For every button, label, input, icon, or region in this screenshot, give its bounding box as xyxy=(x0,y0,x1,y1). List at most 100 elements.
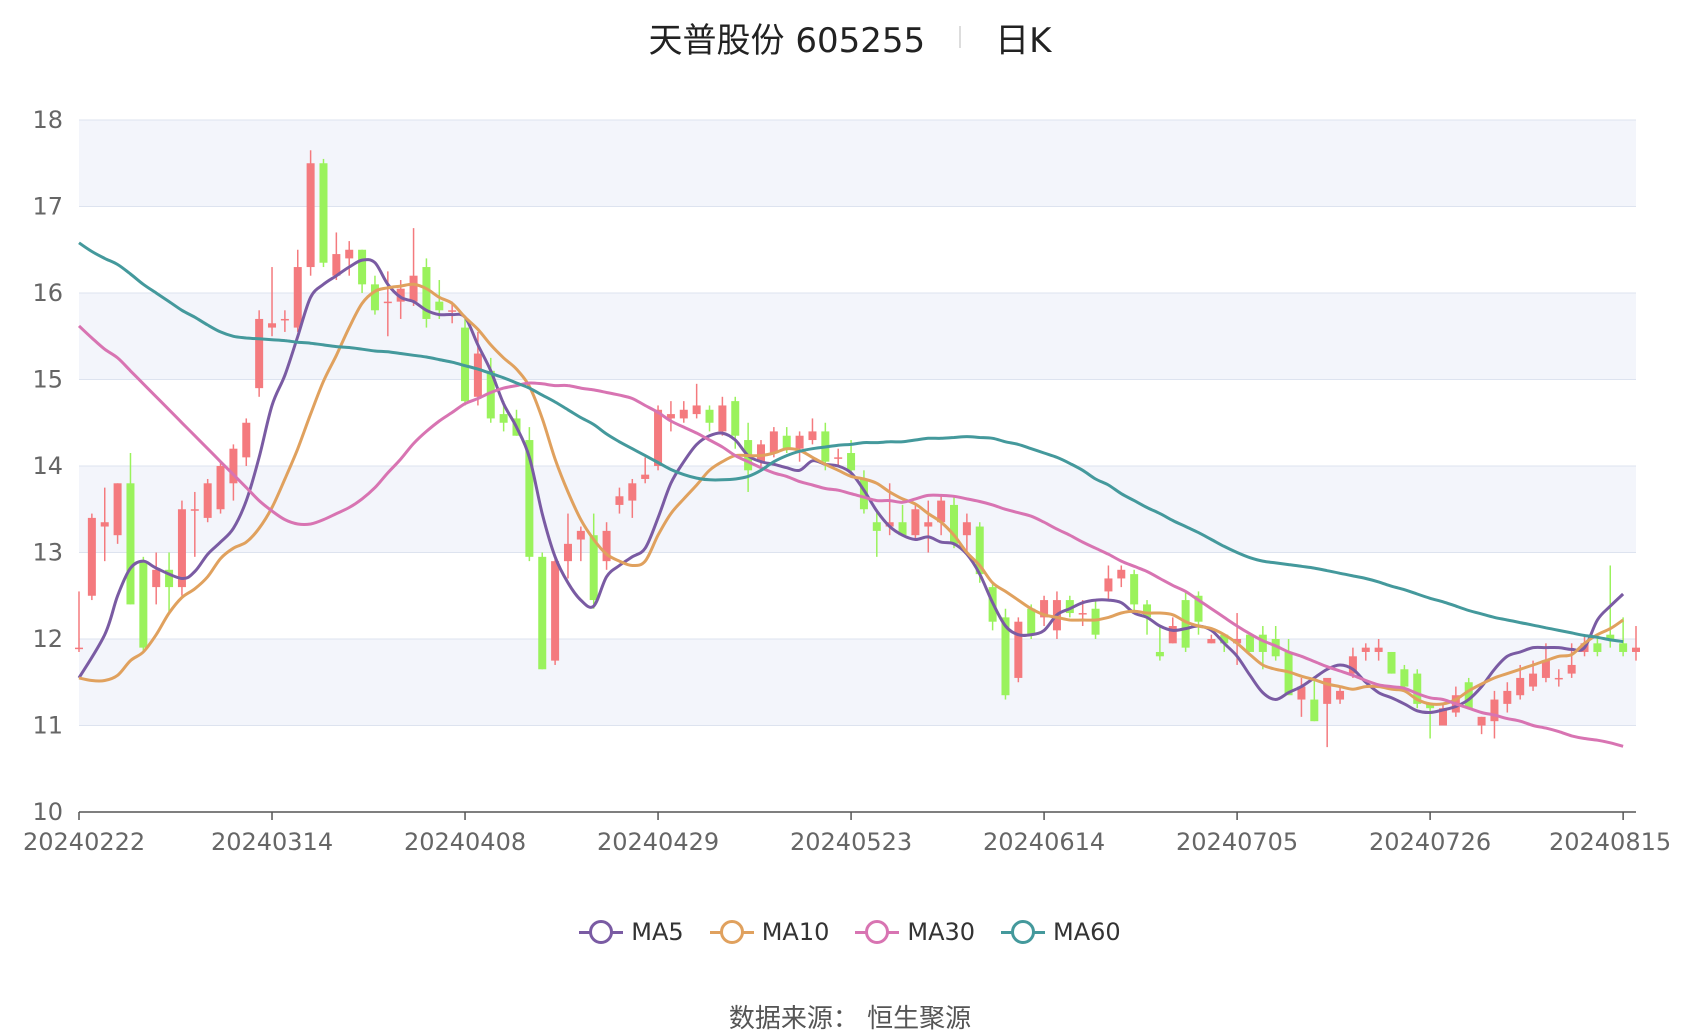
candle-body xyxy=(1258,634,1267,652)
legend-marker xyxy=(709,920,754,944)
candle-body xyxy=(834,457,843,459)
x-tick-label: 20240222 xyxy=(23,828,145,856)
candle-body xyxy=(666,414,675,419)
ma-lines xyxy=(77,241,1625,748)
x-tick-label: 20240614 xyxy=(983,828,1105,856)
candle-body xyxy=(911,509,920,536)
y-tick-label: 14 xyxy=(32,452,63,480)
candle-body xyxy=(975,526,984,575)
candle-body xyxy=(1323,677,1332,704)
candle-body xyxy=(563,543,572,562)
candle-body xyxy=(538,556,547,670)
candle-body xyxy=(409,275,418,302)
y-tick-label: 13 xyxy=(32,539,63,567)
candle-body xyxy=(1297,686,1306,700)
candle-body xyxy=(203,483,212,518)
candle-body xyxy=(370,284,379,311)
legend-item-ma30[interactable]: MA30 xyxy=(855,918,975,946)
legend-marker xyxy=(855,920,900,944)
candle-body xyxy=(306,163,315,268)
legend-item-ma60[interactable]: MA60 xyxy=(1001,918,1121,946)
candle-body xyxy=(1014,621,1023,678)
x-tick-label: 20240523 xyxy=(790,828,912,856)
candle-body xyxy=(448,310,457,312)
candle-body xyxy=(87,517,96,596)
candle-body xyxy=(1284,651,1293,696)
band xyxy=(79,293,1636,380)
candle-body xyxy=(718,405,727,432)
candle-body xyxy=(654,409,663,466)
candle-body xyxy=(152,569,161,588)
candle-body xyxy=(126,483,135,605)
legend-label: MA30 xyxy=(907,918,976,946)
candle-body xyxy=(731,401,740,436)
candle-body xyxy=(165,569,174,588)
candle-body xyxy=(113,483,122,536)
candle-body xyxy=(190,509,199,511)
candle-body xyxy=(396,288,405,302)
candle-body xyxy=(551,561,560,661)
y-tick-label: 17 xyxy=(32,193,63,221)
band xyxy=(79,120,1636,207)
candle-body xyxy=(1040,600,1049,618)
candle-body xyxy=(1155,651,1164,657)
candle-body xyxy=(1336,690,1345,700)
candle-body xyxy=(872,522,881,531)
candle-body xyxy=(525,440,534,557)
candle-body xyxy=(1078,613,1087,615)
candle-body xyxy=(345,249,354,259)
candle-body xyxy=(486,370,495,419)
grid-lines xyxy=(79,119,1636,726)
x-tick-label: 20240408 xyxy=(404,828,526,856)
candle-body xyxy=(1194,595,1203,622)
candle-body xyxy=(898,522,907,536)
title-row: 天普股份 605255 日K xyxy=(0,8,1700,66)
candle-body xyxy=(808,431,817,441)
candle-body xyxy=(1593,643,1602,652)
candle-body xyxy=(937,500,946,523)
candle-body xyxy=(1143,604,1152,618)
candle-body xyxy=(641,474,650,479)
candle-body xyxy=(1426,703,1435,709)
candle-body xyxy=(859,478,868,510)
candle-body xyxy=(242,422,251,458)
legend-item-ma10[interactable]: MA10 xyxy=(709,918,830,946)
candle-body xyxy=(1168,626,1177,644)
candle-body xyxy=(602,530,611,562)
candle-body xyxy=(1207,639,1216,644)
candle-body xyxy=(1567,664,1576,674)
candle-body xyxy=(628,483,637,501)
x-tick-label: 20240429 xyxy=(597,828,719,856)
candle-body xyxy=(473,353,482,397)
legend: MA5 MA10 MA30 MA60 xyxy=(0,918,1700,946)
legend-label: MA10 xyxy=(761,918,830,946)
candle-body xyxy=(1117,569,1126,579)
period-label: 日K xyxy=(995,20,1052,61)
candle-body xyxy=(1220,634,1229,644)
y-tick-label: 10 xyxy=(32,798,63,826)
y-tick-label: 18 xyxy=(32,106,63,134)
plot-bands xyxy=(79,120,1636,726)
candle-body xyxy=(177,509,186,588)
band xyxy=(79,639,1636,726)
legend-item-ma5[interactable]: MA5 xyxy=(579,918,684,946)
series-line-ma10 xyxy=(78,282,1624,706)
candle-body xyxy=(1361,647,1370,652)
candle-body xyxy=(1091,608,1100,635)
candle-body xyxy=(1348,656,1357,674)
y-tick-label: 11 xyxy=(32,712,63,740)
candle-body xyxy=(319,163,328,263)
candle-body xyxy=(216,466,225,510)
candle-body xyxy=(1374,647,1383,652)
legend-label: MA5 xyxy=(631,918,684,946)
candle-body xyxy=(499,414,508,423)
candle-body xyxy=(576,530,585,540)
candle-body xyxy=(1400,669,1409,687)
data-source: 数据来源： 恒生聚源 xyxy=(728,1004,972,1034)
candle-body xyxy=(293,267,302,328)
candle-body xyxy=(229,448,238,484)
candle-body xyxy=(1245,634,1254,652)
candles xyxy=(75,150,1640,748)
candle-body xyxy=(383,301,392,304)
candle-body xyxy=(795,435,804,449)
